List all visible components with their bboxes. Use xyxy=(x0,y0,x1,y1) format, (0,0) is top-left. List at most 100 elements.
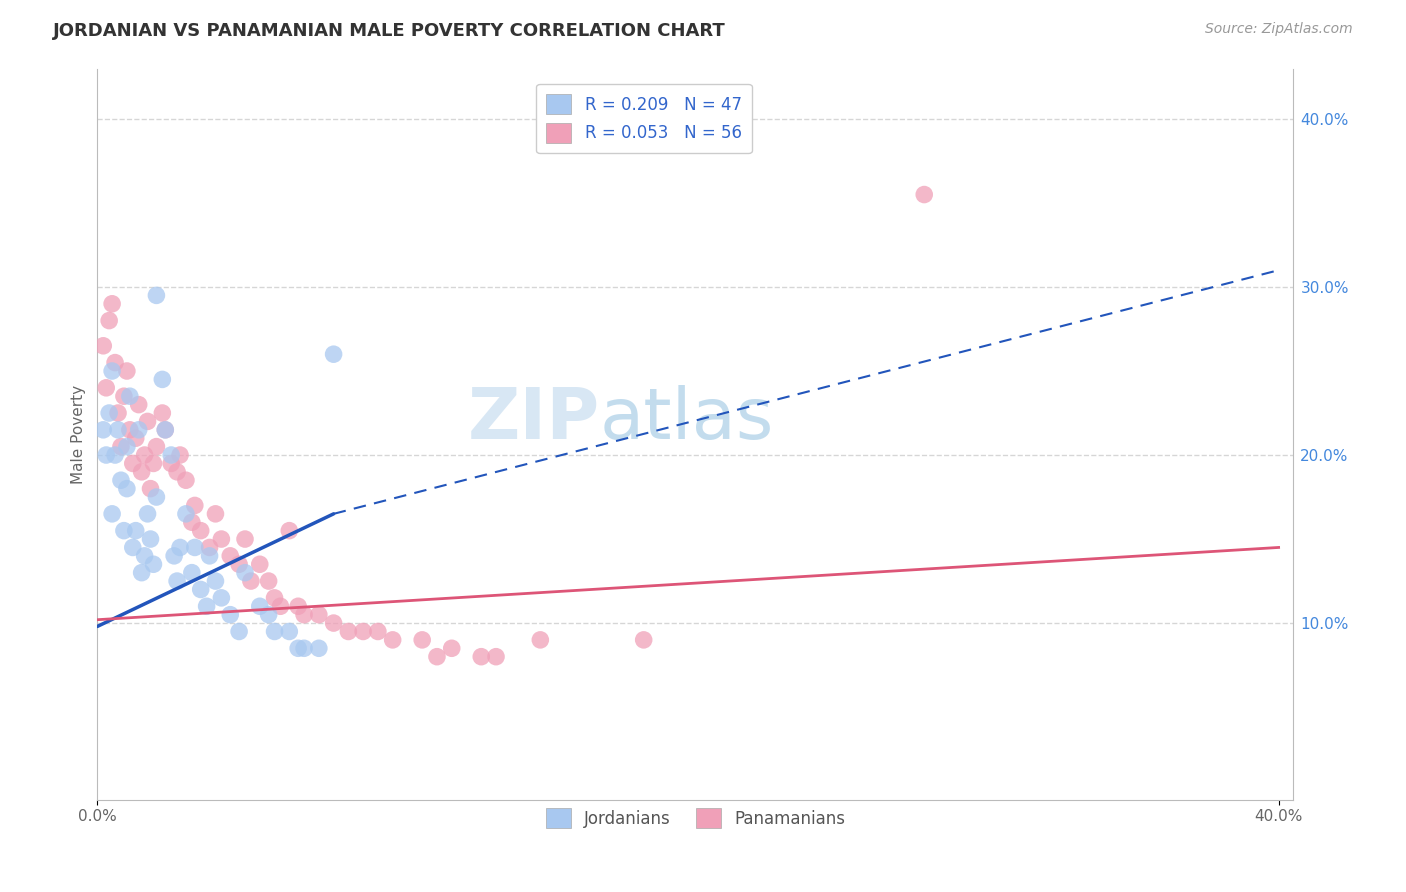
Point xyxy=(249,599,271,614)
Point xyxy=(101,507,124,521)
Point xyxy=(160,457,183,471)
Point xyxy=(381,632,404,647)
Point xyxy=(110,440,132,454)
Point xyxy=(529,632,551,647)
Point xyxy=(125,524,148,538)
Point xyxy=(118,389,141,403)
Point xyxy=(308,607,330,622)
Point xyxy=(174,507,197,521)
Point xyxy=(470,649,492,664)
Point xyxy=(184,541,207,555)
Point xyxy=(426,649,449,664)
Point xyxy=(98,406,121,420)
Point xyxy=(269,599,291,614)
Point xyxy=(134,549,156,563)
Point xyxy=(263,591,285,605)
Point xyxy=(169,541,191,555)
Point xyxy=(180,515,202,529)
Point xyxy=(352,624,374,639)
Point xyxy=(91,423,114,437)
Point xyxy=(115,440,138,454)
Point xyxy=(292,607,315,622)
Point xyxy=(184,499,207,513)
Point xyxy=(308,641,330,656)
Point xyxy=(174,473,197,487)
Point xyxy=(239,574,262,588)
Point xyxy=(128,398,150,412)
Point xyxy=(121,457,143,471)
Point xyxy=(322,616,344,631)
Point xyxy=(633,632,655,647)
Point xyxy=(219,607,242,622)
Point xyxy=(150,406,173,420)
Point xyxy=(228,624,250,639)
Point xyxy=(440,641,463,656)
Point xyxy=(257,574,280,588)
Point xyxy=(134,448,156,462)
Point xyxy=(322,347,344,361)
Text: JORDANIAN VS PANAMANIAN MALE POVERTY CORRELATION CHART: JORDANIAN VS PANAMANIAN MALE POVERTY COR… xyxy=(53,22,725,40)
Point xyxy=(142,558,165,572)
Point xyxy=(169,448,191,462)
Point xyxy=(104,448,127,462)
Point xyxy=(121,541,143,555)
Point xyxy=(136,507,159,521)
Point xyxy=(257,607,280,622)
Point xyxy=(287,599,309,614)
Point xyxy=(233,532,256,546)
Point xyxy=(118,423,141,437)
Point xyxy=(209,532,232,546)
Point xyxy=(101,297,124,311)
Point xyxy=(139,532,162,546)
Point xyxy=(104,356,127,370)
Point xyxy=(190,582,212,597)
Point xyxy=(131,465,153,479)
Point xyxy=(150,372,173,386)
Point xyxy=(96,381,118,395)
Point xyxy=(112,524,135,538)
Point xyxy=(145,440,167,454)
Point xyxy=(198,549,221,563)
Point xyxy=(98,313,121,327)
Point xyxy=(136,414,159,428)
Point xyxy=(166,465,188,479)
Point xyxy=(228,558,250,572)
Point xyxy=(337,624,360,639)
Legend: Jordanians, Panamanians: Jordanians, Panamanians xyxy=(538,801,852,835)
Point xyxy=(278,524,301,538)
Point xyxy=(292,641,315,656)
Text: Source: ZipAtlas.com: Source: ZipAtlas.com xyxy=(1205,22,1353,37)
Point xyxy=(128,423,150,437)
Point xyxy=(91,339,114,353)
Point xyxy=(233,566,256,580)
Point xyxy=(142,457,165,471)
Point xyxy=(115,364,138,378)
Point xyxy=(209,591,232,605)
Point xyxy=(160,448,183,462)
Point xyxy=(411,632,433,647)
Point xyxy=(166,574,188,588)
Point xyxy=(115,482,138,496)
Point xyxy=(96,448,118,462)
Point xyxy=(110,473,132,487)
Point xyxy=(485,649,508,664)
Point xyxy=(249,558,271,572)
Point xyxy=(278,624,301,639)
Point xyxy=(107,423,129,437)
Point xyxy=(155,423,177,437)
Text: atlas: atlas xyxy=(600,385,775,454)
Text: ZIP: ZIP xyxy=(467,385,600,454)
Point xyxy=(112,389,135,403)
Point xyxy=(190,524,212,538)
Point xyxy=(263,624,285,639)
Point xyxy=(195,599,218,614)
Point xyxy=(204,574,226,588)
Y-axis label: Male Poverty: Male Poverty xyxy=(72,384,86,483)
Point xyxy=(145,288,167,302)
Point xyxy=(912,187,935,202)
Point xyxy=(219,549,242,563)
Point xyxy=(155,423,177,437)
Point xyxy=(101,364,124,378)
Point xyxy=(163,549,186,563)
Point xyxy=(198,541,221,555)
